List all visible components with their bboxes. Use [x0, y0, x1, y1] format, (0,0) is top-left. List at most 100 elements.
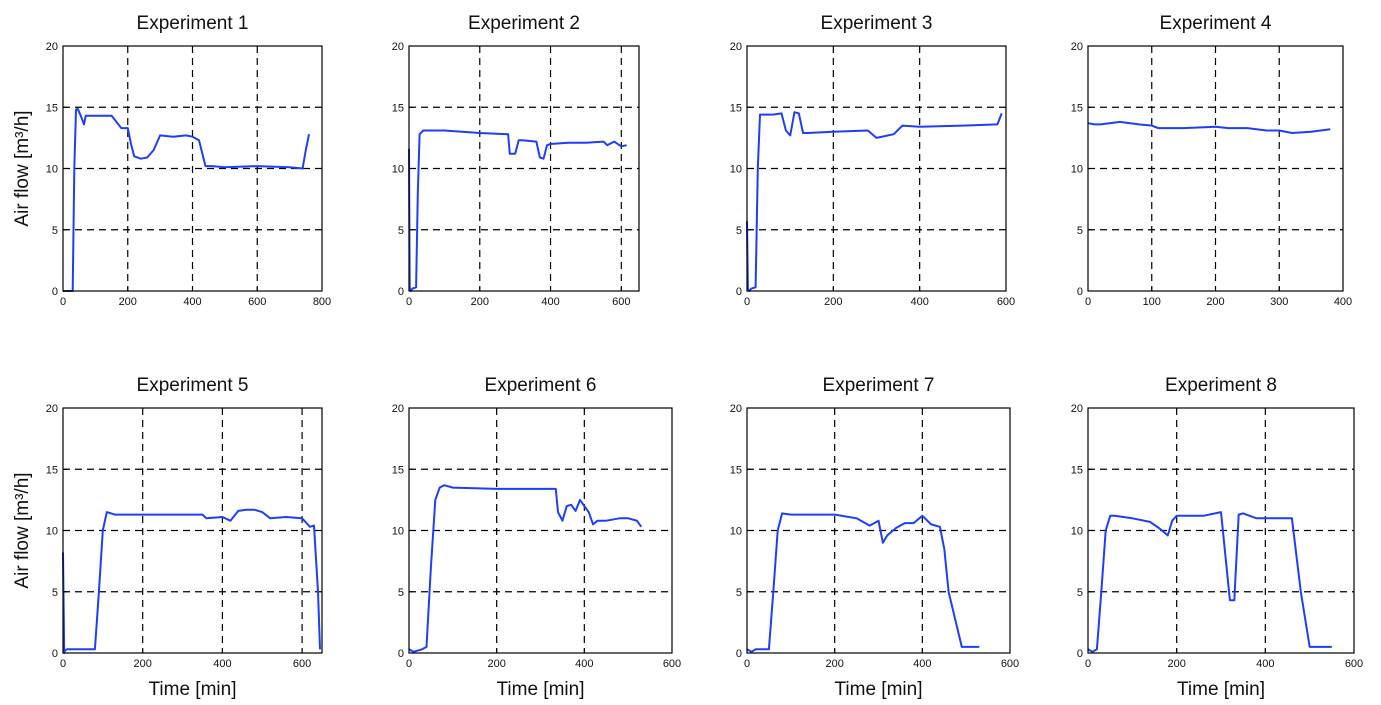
y-axis-label: Air flow [m³/h] — [12, 110, 33, 226]
x-tick-label: 0 — [744, 296, 750, 308]
series-line — [408, 129, 627, 292]
plot-title: Experiment 4 — [1160, 13, 1272, 34]
x-tick-label: 400 — [541, 296, 559, 308]
x-tick-label: 400 — [183, 296, 201, 308]
x-tick-label: 400 — [1334, 296, 1352, 308]
subplot-7: 0 200 400 600 0 5 10 15 20 Experiment 7 Time [min] — [730, 375, 1019, 700]
y-tick-label: 15 — [730, 464, 742, 476]
y-tick-label: 5 — [398, 225, 404, 237]
y-tick-label: 10 — [1071, 526, 1083, 538]
x-tick-label: 0 — [406, 296, 412, 308]
series-line — [408, 484, 643, 653]
x-axis-label: Time [min] — [149, 679, 237, 700]
plot-title: Experiment 8 — [1165, 375, 1277, 396]
plot-title: Experiment 6 — [485, 375, 597, 396]
plot-title: Experiment 3 — [821, 13, 933, 34]
subplot-8: 0 200 400 600 0 5 10 15 20 Experiment 8 Time [min] — [1071, 375, 1363, 700]
y-tick-label: 0 — [52, 286, 58, 298]
y-tick-label: 5 — [736, 225, 742, 237]
subplot-2: 0 200 400 600 0 5 10 15 20 Experiment 2 — [392, 13, 640, 308]
x-tick-label: 600 — [293, 658, 311, 670]
plot-title: Experiment 5 — [137, 375, 249, 396]
x-tick-label: 0 — [406, 658, 412, 670]
y-tick-label: 5 — [1077, 587, 1083, 599]
y-tick-label: 15 — [46, 102, 58, 114]
x-tick-label: 400 — [213, 658, 231, 670]
y-tick-label: 0 — [398, 648, 404, 660]
y-tick-label: 15 — [392, 464, 404, 476]
x-tick-label: 200 — [824, 296, 842, 308]
x-tick-label: 600 — [1345, 658, 1363, 670]
x-tick-label: 400 — [575, 658, 593, 670]
y-tick-label: 20 — [1071, 41, 1083, 53]
series-line — [1087, 511, 1332, 653]
y-tick-label: 20 — [46, 41, 58, 53]
x-axis-label: Time [min] — [835, 679, 923, 700]
x-tick-label: 200 — [487, 658, 505, 670]
series-line — [746, 111, 1003, 292]
x-tick-label: 600 — [1001, 658, 1019, 670]
x-tick-label: 0 — [1085, 658, 1091, 670]
x-tick-label: 0 — [744, 658, 750, 670]
y-tick-label: 0 — [1077, 648, 1083, 660]
x-tick-label: 600 — [612, 296, 630, 308]
y-tick-label: 5 — [52, 225, 58, 237]
y-tick-label: 15 — [1071, 102, 1083, 114]
x-tick-label: 400 — [910, 296, 928, 308]
x-tick-label: 0 — [60, 296, 66, 308]
y-tick-label: 15 — [392, 102, 404, 114]
y-tick-label: 0 — [398, 286, 404, 298]
x-tick-label: 200 — [1167, 658, 1185, 670]
y-tick-label: 10 — [392, 526, 404, 538]
x-tick-label: 200 — [825, 658, 843, 670]
y-tick-label: 15 — [46, 464, 58, 476]
plot-title: Experiment 2 — [468, 13, 580, 34]
y-tick-label: 10 — [730, 164, 742, 176]
y-tick-label: 15 — [730, 102, 742, 114]
y-tick-label: 10 — [1071, 164, 1083, 176]
x-tick-label: 0 — [60, 658, 66, 670]
y-tick-label: 0 — [736, 648, 742, 660]
x-axis-label: Time [min] — [497, 679, 585, 700]
x-tick-label: 200 — [1206, 296, 1224, 308]
series-line — [1087, 120, 1331, 134]
y-tick-label: 20 — [392, 403, 404, 415]
plot-title: Experiment 1 — [137, 13, 249, 34]
plot-title: Experiment 7 — [823, 375, 935, 396]
x-tick-label: 300 — [1270, 296, 1288, 308]
y-tick-label: 20 — [392, 41, 404, 53]
x-tick-label: 600 — [248, 296, 266, 308]
subplot-5: 0 200 400 600 0 5 10 15 20 Experiment 5 Time [min]… — [12, 375, 323, 700]
y-tick-label: 0 — [736, 286, 742, 298]
x-tick-label: 200 — [119, 296, 137, 308]
y-tick-label: 0 — [52, 648, 58, 660]
y-tick-label: 20 — [1071, 403, 1083, 415]
y-tick-label: 10 — [392, 164, 404, 176]
y-tick-label: 5 — [736, 587, 742, 599]
series-line — [62, 508, 321, 654]
x-tick-label: 600 — [997, 296, 1015, 308]
y-tick-label: 5 — [52, 587, 58, 599]
y-tick-label: 5 — [398, 587, 404, 599]
y-tick-label: 20 — [730, 403, 742, 415]
x-tick-label: 0 — [1085, 296, 1091, 308]
x-axis-label: Time [min] — [1177, 679, 1265, 700]
y-tick-label: 15 — [1071, 464, 1083, 476]
y-axis-label: Air flow [m³/h] — [12, 472, 33, 588]
y-tick-label: 5 — [1077, 225, 1083, 237]
subplot-6: 0 200 400 600 0 5 10 15 20 Experiment 6 Time [min] — [392, 375, 681, 700]
y-tick-label: 10 — [46, 526, 58, 538]
y-tick-label: 20 — [730, 41, 742, 53]
x-tick-label: 400 — [1256, 658, 1274, 670]
series-line — [63, 107, 310, 292]
x-tick-label: 100 — [1143, 296, 1161, 308]
x-tick-label: 200 — [471, 296, 489, 308]
subplot-4: 0 100 200 300 400 0 5 10 15 20 Experiment 4 — [1071, 13, 1352, 308]
y-tick-label: 10 — [46, 164, 58, 176]
subplot-3: 0 200 400 600 0 5 10 15 20 Experiment 3 — [730, 13, 1015, 308]
y-tick-label: 20 — [46, 403, 58, 415]
y-tick-label: 0 — [1077, 286, 1083, 298]
x-tick-label: 600 — [663, 658, 681, 670]
series-line — [746, 512, 980, 653]
